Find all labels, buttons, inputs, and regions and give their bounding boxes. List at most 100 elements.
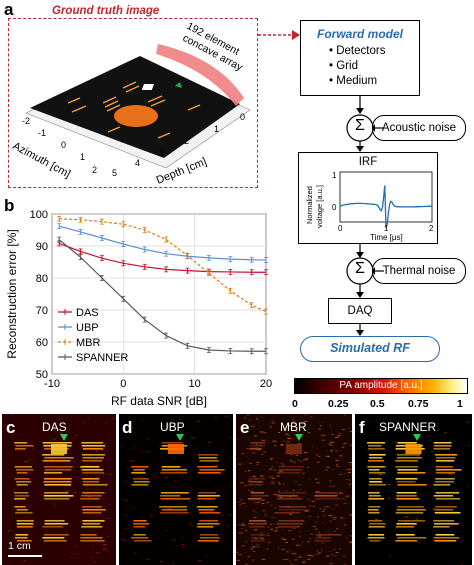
flow-diagram [346, 96, 384, 336]
data-point-mbr [206, 270, 211, 277]
depth-tick: 0 [240, 112, 245, 122]
data-point-mbr [264, 308, 268, 315]
data-point-spanner [121, 295, 126, 302]
ubp-marker-icon [176, 434, 184, 441]
data-point-ubp [164, 250, 169, 257]
data-point-das [99, 255, 104, 262]
ubp-image [119, 414, 233, 565]
azimuth-tick: 0 [61, 140, 66, 150]
data-point-spanner [206, 347, 211, 353]
azimuth-tick: 2 [92, 165, 97, 175]
target-marker-icon [175, 82, 182, 88]
azimuth-tick: 1 [80, 152, 85, 162]
panel-f-letter: f [359, 418, 365, 437]
data-point-das [78, 248, 83, 255]
data-point-spanner [228, 348, 233, 354]
chart-x-tick: 0 [120, 378, 126, 390]
data-point-ubp [142, 246, 147, 253]
colorbar-tick: 1 [457, 398, 463, 410]
azimuth-tick: -1 [38, 128, 46, 138]
data-point-ubp [99, 235, 104, 241]
reconstruction-error-chart: -10 0 10 20 50 60 70 80 90 100 RF data SNR [dB] R… [5, 209, 272, 408]
colorbar-ticks: 0 0.25 0.5 0.75 1 [292, 398, 468, 410]
chart-y-tick: 50 [36, 369, 48, 381]
gt-to-model-arrow [258, 30, 300, 40]
legend-label: UBP [76, 322, 99, 334]
data-point-das [121, 260, 126, 267]
chart-y-tick: 60 [36, 337, 48, 349]
panel-b-letter: b [4, 196, 15, 215]
depth-tick: 3 [159, 148, 164, 158]
panel-a-letter: a [4, 0, 14, 19]
data-point-das [264, 269, 268, 276]
simulated-rf-box: Simulated RF [300, 336, 440, 362]
data-point-ubp [228, 256, 233, 263]
irf-box: IRF [298, 152, 438, 244]
scale-bar-label: 1 cm [8, 540, 31, 552]
colorbar-tick: 0.75 [408, 398, 429, 410]
forward-model-item: • Detectors [329, 45, 386, 57]
data-point-mbr [185, 252, 190, 259]
data-point-spanner [264, 348, 268, 355]
data-point-ubp [57, 223, 62, 230]
colorbar-tick: 0 [292, 398, 298, 410]
data-point-das [249, 269, 254, 276]
data-point-mbr [228, 287, 233, 294]
data-point-spanner [185, 342, 190, 349]
ground-truth-frame [8, 18, 258, 188]
irf-xtick: 2 [429, 224, 434, 233]
phantom-pattern [67, 81, 201, 139]
data-point-das [164, 266, 169, 273]
irf-xtick: 0 [338, 224, 343, 233]
das-image-panel [2, 414, 116, 565]
forward-model-item: • Grid [329, 60, 358, 72]
data-point-ubp [78, 229, 83, 235]
data-point-mbr [164, 236, 169, 243]
acoustic-noise-box: Acoustic noise [372, 115, 466, 141]
data-point-das [185, 267, 190, 274]
forward-model-box: Forward model • Detectors • Grid • Mediu… [300, 20, 420, 96]
ground-truth-label: Ground truth image [52, 5, 160, 17]
data-point-spanner [57, 236, 62, 243]
irf-ytick: 1 [332, 171, 337, 180]
data-point-spanner [99, 275, 104, 281]
data-point-spanner [249, 348, 254, 355]
irf-ylabel-line2: voltage [a.u.] [315, 185, 324, 228]
spanner-marker-icon [413, 434, 421, 441]
chart-x-tick: 20 [260, 378, 272, 390]
data-point-das [142, 263, 147, 270]
depth-tick: 2 [184, 136, 189, 146]
irf-curve [339, 185, 432, 229]
data-point-ubp [264, 257, 268, 263]
data-point-spanner [142, 316, 147, 323]
panel-c-letter: c [6, 418, 16, 437]
irf-xlabel: Time [μs] [370, 233, 403, 242]
mbr-image-label: MBR [280, 420, 307, 434]
das-marker-icon [60, 434, 68, 441]
chart-y-tick: 80 [36, 273, 48, 285]
ground-truth-3d-plot: -2 -1 0 1 2 5 4 3 2 1 0 Azimuth [cm] Dep… [11, 20, 251, 187]
pa-colorbar: PA amplitude [a.u.] [294, 378, 468, 394]
chart-x-tick: 10 [189, 378, 201, 390]
data-point-mbr [57, 215, 62, 222]
forward-model-item: • Medium [329, 75, 378, 87]
data-point-mbr [142, 227, 147, 233]
data-point-ubp [121, 241, 126, 247]
irf-title: IRF [358, 156, 378, 168]
reconstruction-images-row: c DAS d UBP e MBR f SPANNER 1 cm [0, 414, 474, 565]
data-point-ubp [249, 256, 254, 263]
data-point-das [228, 269, 233, 275]
colorbar-label: PA amplitude [a.u.] [339, 380, 423, 391]
panel-e-letter: e [240, 418, 250, 437]
data-point-mbr [249, 302, 254, 309]
chart-x-axis-label: RF data SNR [dB] [111, 394, 207, 408]
depth-tick: 4 [135, 158, 140, 168]
irf-ytick: 0 [332, 203, 337, 212]
ubp-image-label: UBP [160, 420, 185, 434]
depth-tick: 1 [214, 124, 219, 134]
das-image-label: DAS [42, 420, 67, 434]
das-image [2, 414, 116, 565]
concave-array [156, 44, 244, 106]
panel-d-letter: d [122, 418, 133, 437]
chart-x-tick: -10 [44, 378, 60, 390]
